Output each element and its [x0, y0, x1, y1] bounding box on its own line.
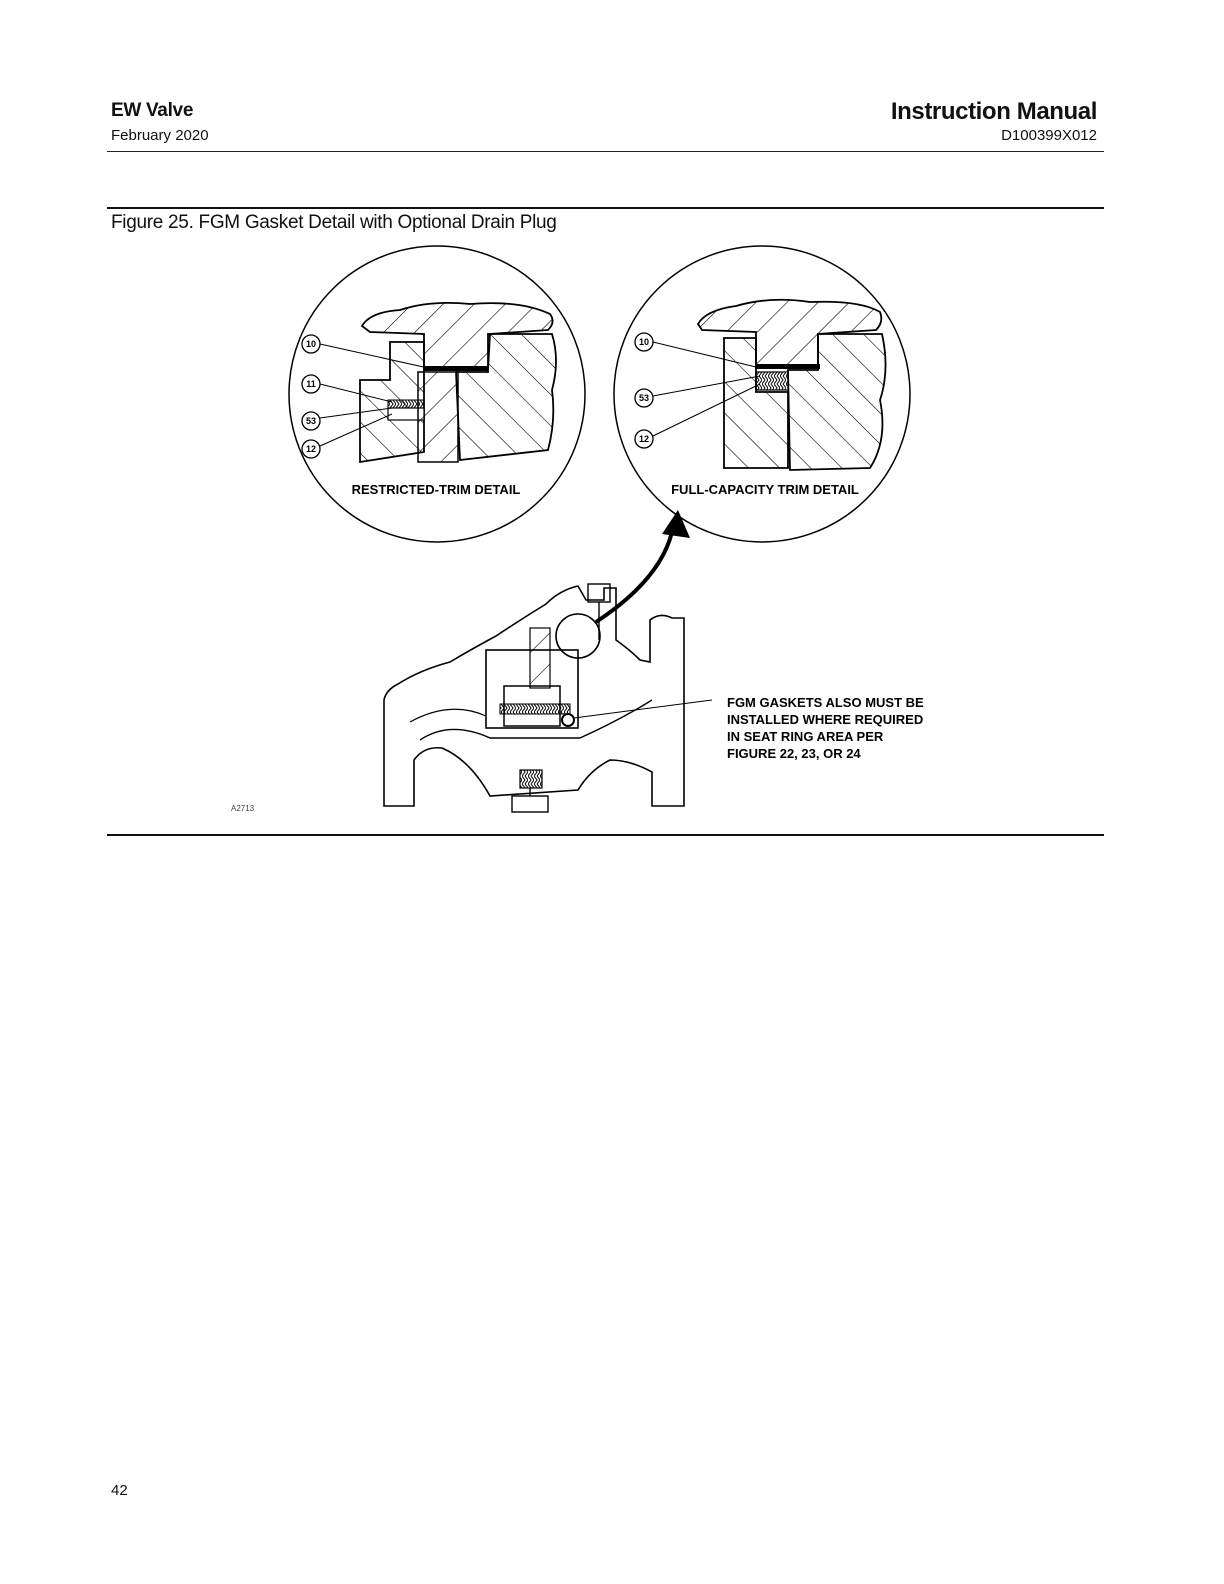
detail-arrow: [594, 510, 690, 624]
figure-bottom-rule: [107, 834, 1104, 836]
full-capacity-trim-label: FULL-CAPACITY TRIM DETAIL: [671, 482, 859, 497]
page-number: 42: [111, 1482, 128, 1499]
svg-text:IN SEAT RING AREA PER: IN SEAT RING AREA PER: [727, 729, 884, 744]
svg-text:12: 12: [306, 444, 316, 454]
drawing-id: A2713: [231, 804, 255, 813]
right-callout-53: 53: [634, 375, 761, 408]
left-callout-53: 53: [301, 407, 393, 431]
fgm-gasket-note: FGM GASKETS ALSO MUST BE INSTALLED WHERE…: [727, 695, 924, 761]
svg-text:10: 10: [306, 339, 316, 349]
svg-text:FIGURE 22, 23, OR 24: FIGURE 22, 23, OR 24: [727, 746, 861, 761]
restricted-trim-detail: 10 11 53 12 RESTRICTED-TRIM DETAIL: [288, 245, 586, 543]
figure-caption: Figure 25. FGM Gasket Detail with Option…: [111, 212, 557, 233]
left-callout-10: 10: [301, 334, 429, 369]
svg-text:53: 53: [639, 393, 649, 403]
right-callout-12: 12: [634, 383, 761, 449]
svg-text:10: 10: [639, 337, 649, 347]
publication-date: February 2020: [111, 127, 209, 144]
svg-text:INSTALLED WHERE REQUIRED: INSTALLED WHERE REQUIRED: [727, 712, 923, 727]
left-callout-11: 11: [301, 374, 393, 403]
product-title: EW Valve: [111, 100, 194, 121]
svg-text:FGM GASKETS ALSO MUST BE: FGM GASKETS ALSO MUST BE: [727, 695, 924, 710]
header-divider: [107, 151, 1104, 152]
svg-text:11: 11: [306, 379, 316, 389]
document-type: Instruction Manual: [890, 98, 1098, 125]
right-callout-10: 10: [634, 332, 761, 369]
figure-top-rule: [107, 207, 1104, 209]
document-number: D100399X012: [1001, 127, 1097, 144]
svg-text:12: 12: [639, 434, 649, 444]
left-callout-12: 12: [301, 413, 393, 459]
valve-body-section: [383, 583, 713, 813]
restricted-trim-label: RESTRICTED-TRIM DETAIL: [352, 482, 521, 497]
full-capacity-trim-detail: 10 53 12 FULL-CAPACITY TRIM DETAIL: [613, 245, 911, 543]
svg-text:53: 53: [306, 416, 316, 426]
